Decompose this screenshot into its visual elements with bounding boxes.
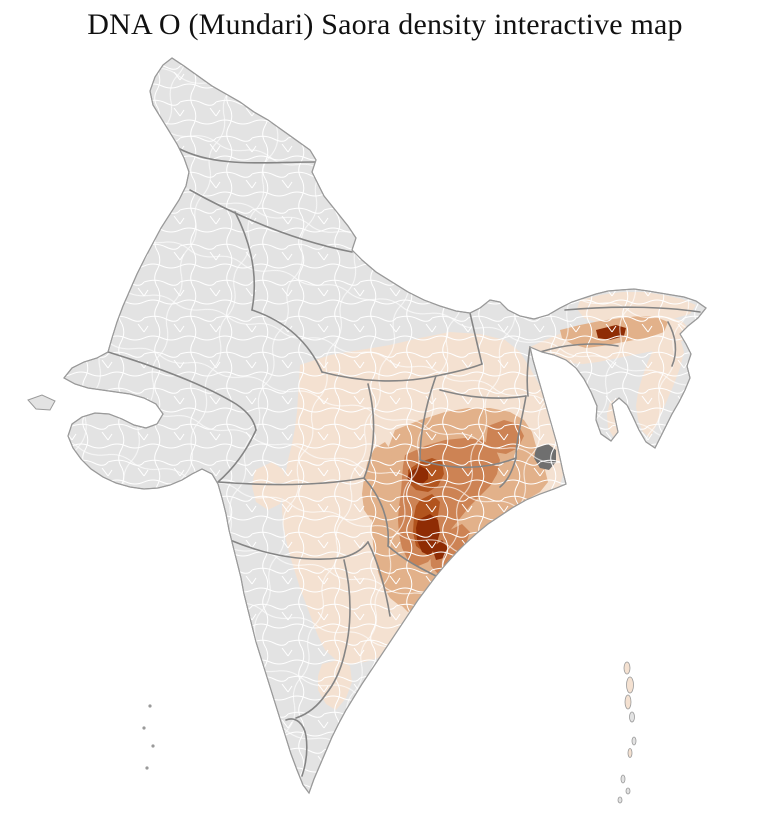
state-border [564, 306, 701, 313]
district-boundaries-overlay-2 [64, 58, 706, 793]
state-border [217, 429, 257, 483]
density-regions [64, 58, 706, 793]
state-border [387, 545, 437, 577]
state-border [251, 309, 323, 373]
state-border [189, 189, 353, 253]
andaman-nicobar-islands [617, 661, 637, 804]
island [625, 787, 631, 795]
state-border [526, 346, 531, 397]
island [627, 748, 633, 758]
island [148, 704, 152, 708]
state-border [539, 343, 619, 353]
page-title: DNA O (Mundari) Saora density interactiv… [87, 8, 683, 41]
state-border [177, 147, 317, 164]
island [626, 676, 634, 694]
island [624, 694, 632, 710]
state-border [325, 559, 351, 695]
island [629, 711, 635, 723]
state-border [234, 211, 256, 311]
island [620, 774, 626, 784]
state-border [667, 321, 677, 367]
island [142, 726, 146, 730]
state-borders [107, 147, 701, 777]
island [623, 661, 631, 675]
state-border [107, 351, 257, 431]
state-border [439, 389, 527, 399]
state-border [217, 477, 365, 486]
state-border [419, 457, 517, 469]
island [151, 744, 155, 748]
state-border [469, 312, 483, 365]
state-border [285, 718, 308, 777]
kutch-islet [27, 394, 56, 411]
state-border [499, 395, 527, 488]
state-border [363, 383, 375, 479]
island [617, 796, 623, 804]
state-border [295, 693, 327, 719]
state-border [229, 539, 369, 560]
state-border [321, 363, 483, 382]
state-border [367, 541, 391, 617]
state-border [419, 375, 437, 461]
island [631, 736, 637, 746]
state-border [363, 477, 390, 547]
island [145, 766, 149, 770]
lakshadweep-islands [142, 704, 155, 770]
